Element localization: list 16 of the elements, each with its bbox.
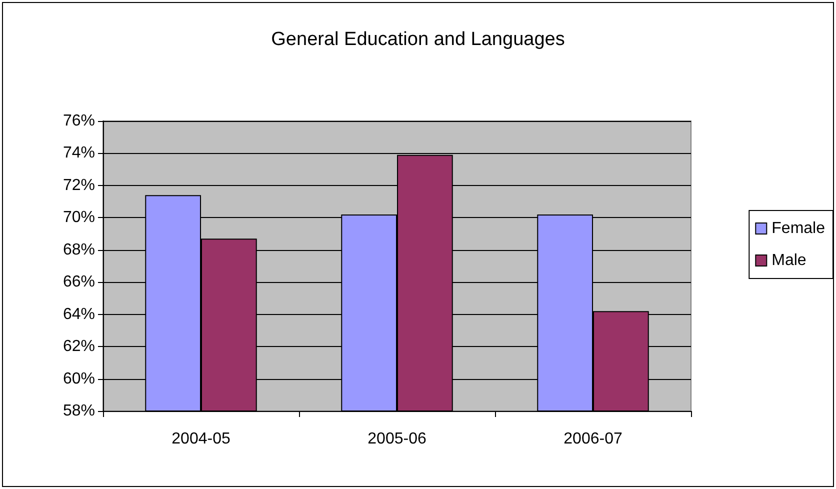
y-tick-label: 58% [62, 402, 95, 420]
y-tick-label: 70% [62, 209, 95, 226]
x-tick-label: 2004-05 [172, 430, 230, 448]
y-tick-label: 68% [62, 241, 95, 258]
x-tick-label: 2005-06 [368, 430, 426, 448]
y-tick-label: 64% [62, 306, 95, 323]
legend-label: Male [772, 252, 806, 269]
y-tick-label: 62% [62, 338, 95, 356]
y-tick-label: 72% [62, 176, 95, 194]
y-tick-label: 60% [62, 370, 95, 388]
x-tick-label: 2006-07 [564, 430, 622, 448]
y-tick-label: 66% [62, 274, 95, 291]
y-tick-label: 76% [62, 112, 95, 130]
y-tick-label: 74% [62, 144, 95, 162]
legend-label: Female [772, 220, 826, 237]
chart-title: General Education and Languages [271, 29, 565, 50]
